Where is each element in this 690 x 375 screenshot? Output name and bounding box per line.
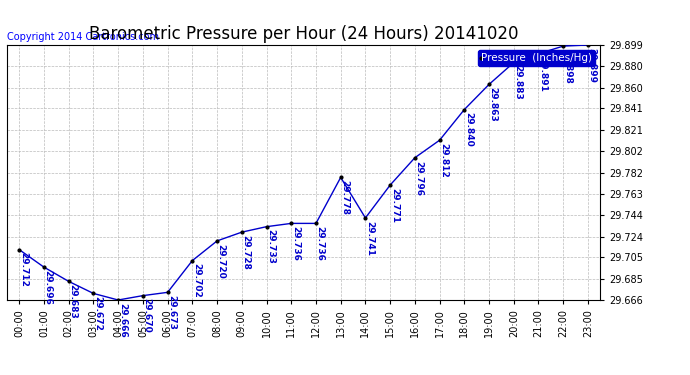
Line: Pressure  (Inches/Hg): Pressure (Inches/Hg) [17, 42, 591, 303]
Pressure  (Inches/Hg) [164, 290, 172, 295]
Text: 29.736: 29.736 [291, 226, 300, 261]
Text: 29.673: 29.673 [167, 295, 176, 330]
Text: 29.670: 29.670 [143, 298, 152, 333]
Pressure  (Inches/Hg) [139, 293, 147, 298]
Pressure  (Inches/Hg) [40, 265, 48, 269]
Text: 29.736: 29.736 [315, 226, 324, 261]
Pressure  (Inches/Hg) [114, 298, 122, 302]
Pressure  (Inches/Hg) [15, 248, 23, 252]
Pressure  (Inches/Hg) [65, 279, 73, 284]
Text: 29.840: 29.840 [464, 112, 473, 147]
Text: Copyright 2014 Cartronics.com: Copyright 2014 Cartronics.com [7, 33, 159, 42]
Pressure  (Inches/Hg) [559, 44, 567, 48]
Pressure  (Inches/Hg) [188, 258, 197, 263]
Pressure  (Inches/Hg) [510, 60, 518, 65]
Pressure  (Inches/Hg) [287, 221, 295, 226]
Pressure  (Inches/Hg) [312, 221, 320, 226]
Text: 29.898: 29.898 [563, 49, 572, 84]
Text: 29.796: 29.796 [415, 160, 424, 195]
Legend: Pressure  (Inches/Hg): Pressure (Inches/Hg) [478, 50, 595, 66]
Pressure  (Inches/Hg) [337, 175, 345, 180]
Pressure  (Inches/Hg) [237, 230, 246, 234]
Text: 29.812: 29.812 [440, 143, 449, 178]
Pressure  (Inches/Hg) [534, 51, 542, 56]
Text: 29.899: 29.899 [588, 48, 597, 83]
Text: 29.720: 29.720 [217, 244, 226, 278]
Text: 29.683: 29.683 [68, 284, 77, 319]
Title: Barometric Pressure per Hour (24 Hours) 20141020: Barometric Pressure per Hour (24 Hours) … [89, 26, 518, 44]
Text: 29.733: 29.733 [266, 230, 275, 264]
Text: 29.672: 29.672 [93, 296, 102, 331]
Pressure  (Inches/Hg) [411, 156, 419, 160]
Text: 29.771: 29.771 [390, 188, 399, 223]
Pressure  (Inches/Hg) [213, 238, 221, 243]
Text: 29.891: 29.891 [538, 57, 547, 92]
Text: 29.883: 29.883 [513, 65, 522, 100]
Pressure  (Inches/Hg) [460, 107, 469, 112]
Pressure  (Inches/Hg) [89, 291, 97, 296]
Pressure  (Inches/Hg) [485, 82, 493, 87]
Pressure  (Inches/Hg) [362, 216, 370, 220]
Text: 29.666: 29.666 [118, 303, 127, 338]
Text: 29.728: 29.728 [241, 235, 250, 270]
Text: 29.696: 29.696 [43, 270, 52, 305]
Text: 29.863: 29.863 [489, 87, 497, 122]
Text: 29.702: 29.702 [192, 263, 201, 298]
Pressure  (Inches/Hg) [262, 224, 270, 229]
Text: 29.741: 29.741 [365, 221, 374, 256]
Text: 29.778: 29.778 [340, 180, 349, 215]
Pressure  (Inches/Hg) [435, 138, 444, 142]
Text: 29.712: 29.712 [19, 252, 28, 287]
Pressure  (Inches/Hg) [584, 43, 592, 47]
Pressure  (Inches/Hg) [386, 183, 394, 188]
